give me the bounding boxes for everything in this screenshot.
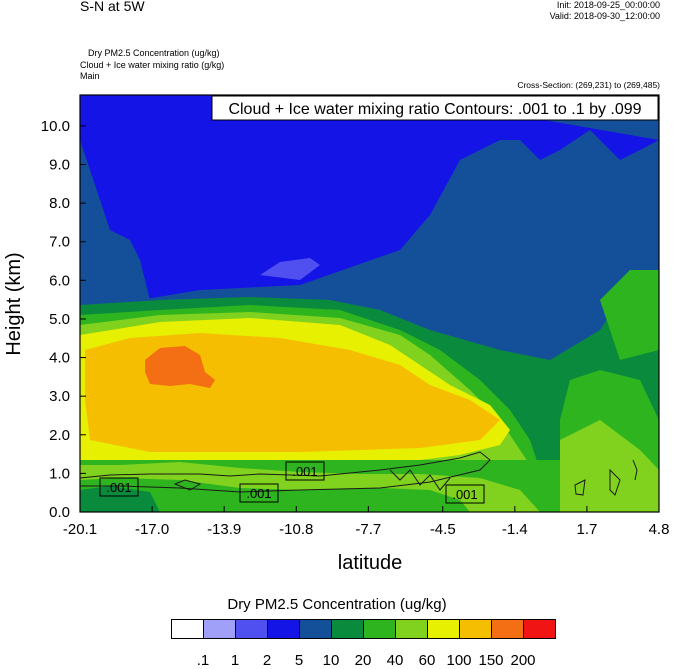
colorbar-level-label: 100	[446, 652, 472, 669]
x-tick-label: -20.1	[63, 521, 97, 538]
colorbar	[171, 619, 556, 639]
y-tick-label: 1.0	[49, 465, 70, 482]
contour-label: .001	[106, 480, 131, 495]
valid-time: Valid: 2018-09-30_12:00:00	[549, 11, 660, 21]
colorbar-level-label: 2	[262, 652, 272, 669]
x-tick-label: -1.4	[502, 521, 528, 538]
colorbar-level-label: 20	[354, 652, 372, 669]
y-axis: 0.0 1.0 2.0 3.0 4.0 5.0 6.0 7.0 8.0 9.0 10.0	[41, 118, 86, 521]
contour-label: .001	[452, 487, 477, 502]
y-tick-label: 0.0	[49, 504, 70, 521]
y-tick-label: 2.0	[49, 427, 70, 444]
colorbar-level-label: 60	[418, 652, 436, 669]
y-tick-label: 9.0	[49, 157, 70, 174]
colorbar-swatch	[299, 619, 332, 639]
x-tick-label: -10.8	[279, 521, 313, 538]
colorbar-level-label: 40	[386, 652, 404, 669]
colorbar-swatch	[203, 619, 236, 639]
y-tick-label: 10.0	[41, 118, 70, 135]
x-tick-label: 1.7	[576, 521, 597, 538]
colorbar-swatch	[267, 619, 300, 639]
colorbar-level-label: 200	[510, 652, 536, 669]
x-tick-label: -7.7	[355, 521, 381, 538]
contour-labels: .001 .001 .001 .001	[99, 461, 485, 504]
colorbar-swatch	[395, 619, 428, 639]
colorbar-level-label: 1	[230, 652, 240, 669]
y-tick-label: 5.0	[49, 311, 70, 328]
y-tick-label: 4.0	[49, 350, 70, 367]
colorbar-swatch	[331, 619, 364, 639]
colorbar-level-label: .1	[196, 652, 210, 669]
concentration-field	[80, 95, 659, 512]
x-axis: -20.1 -17.0 -13.9 -10.8 -7.7 -4.5 -1.4 1.7 4.8	[63, 506, 670, 538]
main-title: S-N at 5W	[80, 0, 145, 14]
y-tick-label: 3.0	[49, 388, 70, 405]
colorbar-level-label: 150	[478, 652, 504, 669]
contour-label: .001	[292, 464, 317, 479]
x-tick-label: 4.8	[649, 521, 670, 538]
chart-title: Cloud + Ice water mixing ratio Contours:…	[228, 101, 641, 118]
colorbar-swatch	[363, 619, 396, 639]
contour-label: .001	[246, 486, 271, 501]
plot-frame	[79, 94, 660, 513]
x-tick-label: -4.5	[430, 521, 456, 538]
colorbar-swatch	[427, 619, 460, 639]
field-label-pm25: Dry PM2.5 Concentration (ug/kg)	[88, 48, 220, 58]
colorbar-level-label: 5	[294, 652, 304, 669]
colorbar-swatch	[459, 619, 492, 639]
cross-section-label: Cross-Section: (269,231) to (269,485)	[517, 80, 660, 90]
y-tick-label: 7.0	[49, 234, 70, 251]
colorbar-swatch	[523, 619, 556, 639]
x-tick-label: -17.0	[135, 521, 169, 538]
init-time: Init: 2018-09-25_00:00:00	[556, 0, 660, 10]
chart-title-box	[211, 95, 659, 121]
colorbar-level-label: 10	[322, 652, 340, 669]
colorbar-title: Dry PM2.5 Concentration (ug/kg)	[227, 596, 447, 613]
y-axis-label: Height (km)	[3, 252, 25, 355]
colorbar-swatch	[235, 619, 268, 639]
field-label-main: Main	[80, 71, 100, 81]
y-tick-label: 8.0	[49, 195, 70, 212]
y-tick-label: 6.0	[49, 272, 70, 289]
colorbar-swatch	[491, 619, 524, 639]
x-tick-label: -13.9	[207, 521, 241, 538]
field-label-cloud: Cloud + Ice water mixing ratio (g/kg)	[80, 60, 225, 70]
x-axis-label: latitude	[338, 552, 403, 574]
colorbar-swatch	[171, 619, 204, 639]
